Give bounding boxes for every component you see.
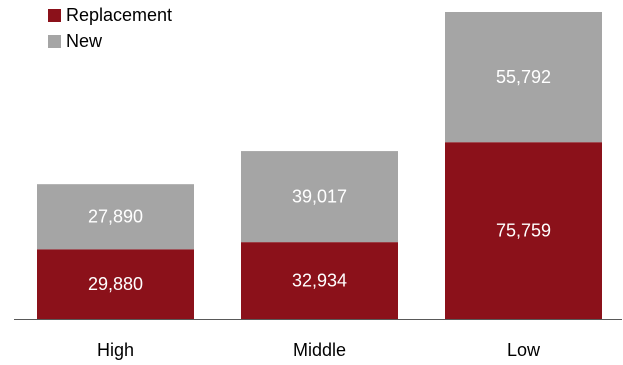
legend-swatch-new: [48, 35, 61, 48]
data-label-middle-new: 39,017: [292, 187, 347, 207]
bar-middle-new: [241, 151, 398, 243]
bar-low-new: [445, 12, 602, 143]
legend-swatch-replacement: [48, 9, 61, 22]
bar-middle-replacement: [241, 242, 398, 319]
data-label-low-replacement: 75,759: [496, 221, 551, 241]
plot-area: 29,880 27,890 32,934 39,017 75,759 55,792: [37, 12, 602, 319]
bar-high-new: [37, 184, 194, 250]
bar-high-replacement: [37, 249, 194, 319]
x-tick-label-low: Low: [507, 340, 541, 360]
legend: Replacement New: [48, 5, 172, 51]
legend-label-new: New: [66, 31, 103, 51]
bar-low-replacement: [445, 142, 602, 319]
data-label-middle-replacement: 32,934: [292, 271, 347, 291]
data-label-high-new: 27,890: [88, 207, 143, 227]
x-tick-label-middle: Middle: [293, 340, 346, 360]
legend-label-replacement: Replacement: [66, 5, 172, 25]
x-axis-tick-labels: High Middle Low: [97, 340, 541, 360]
x-tick-label-high: High: [97, 340, 134, 360]
data-label-low-new: 55,792: [496, 67, 551, 87]
data-label-high-replacement: 29,880: [88, 274, 143, 294]
